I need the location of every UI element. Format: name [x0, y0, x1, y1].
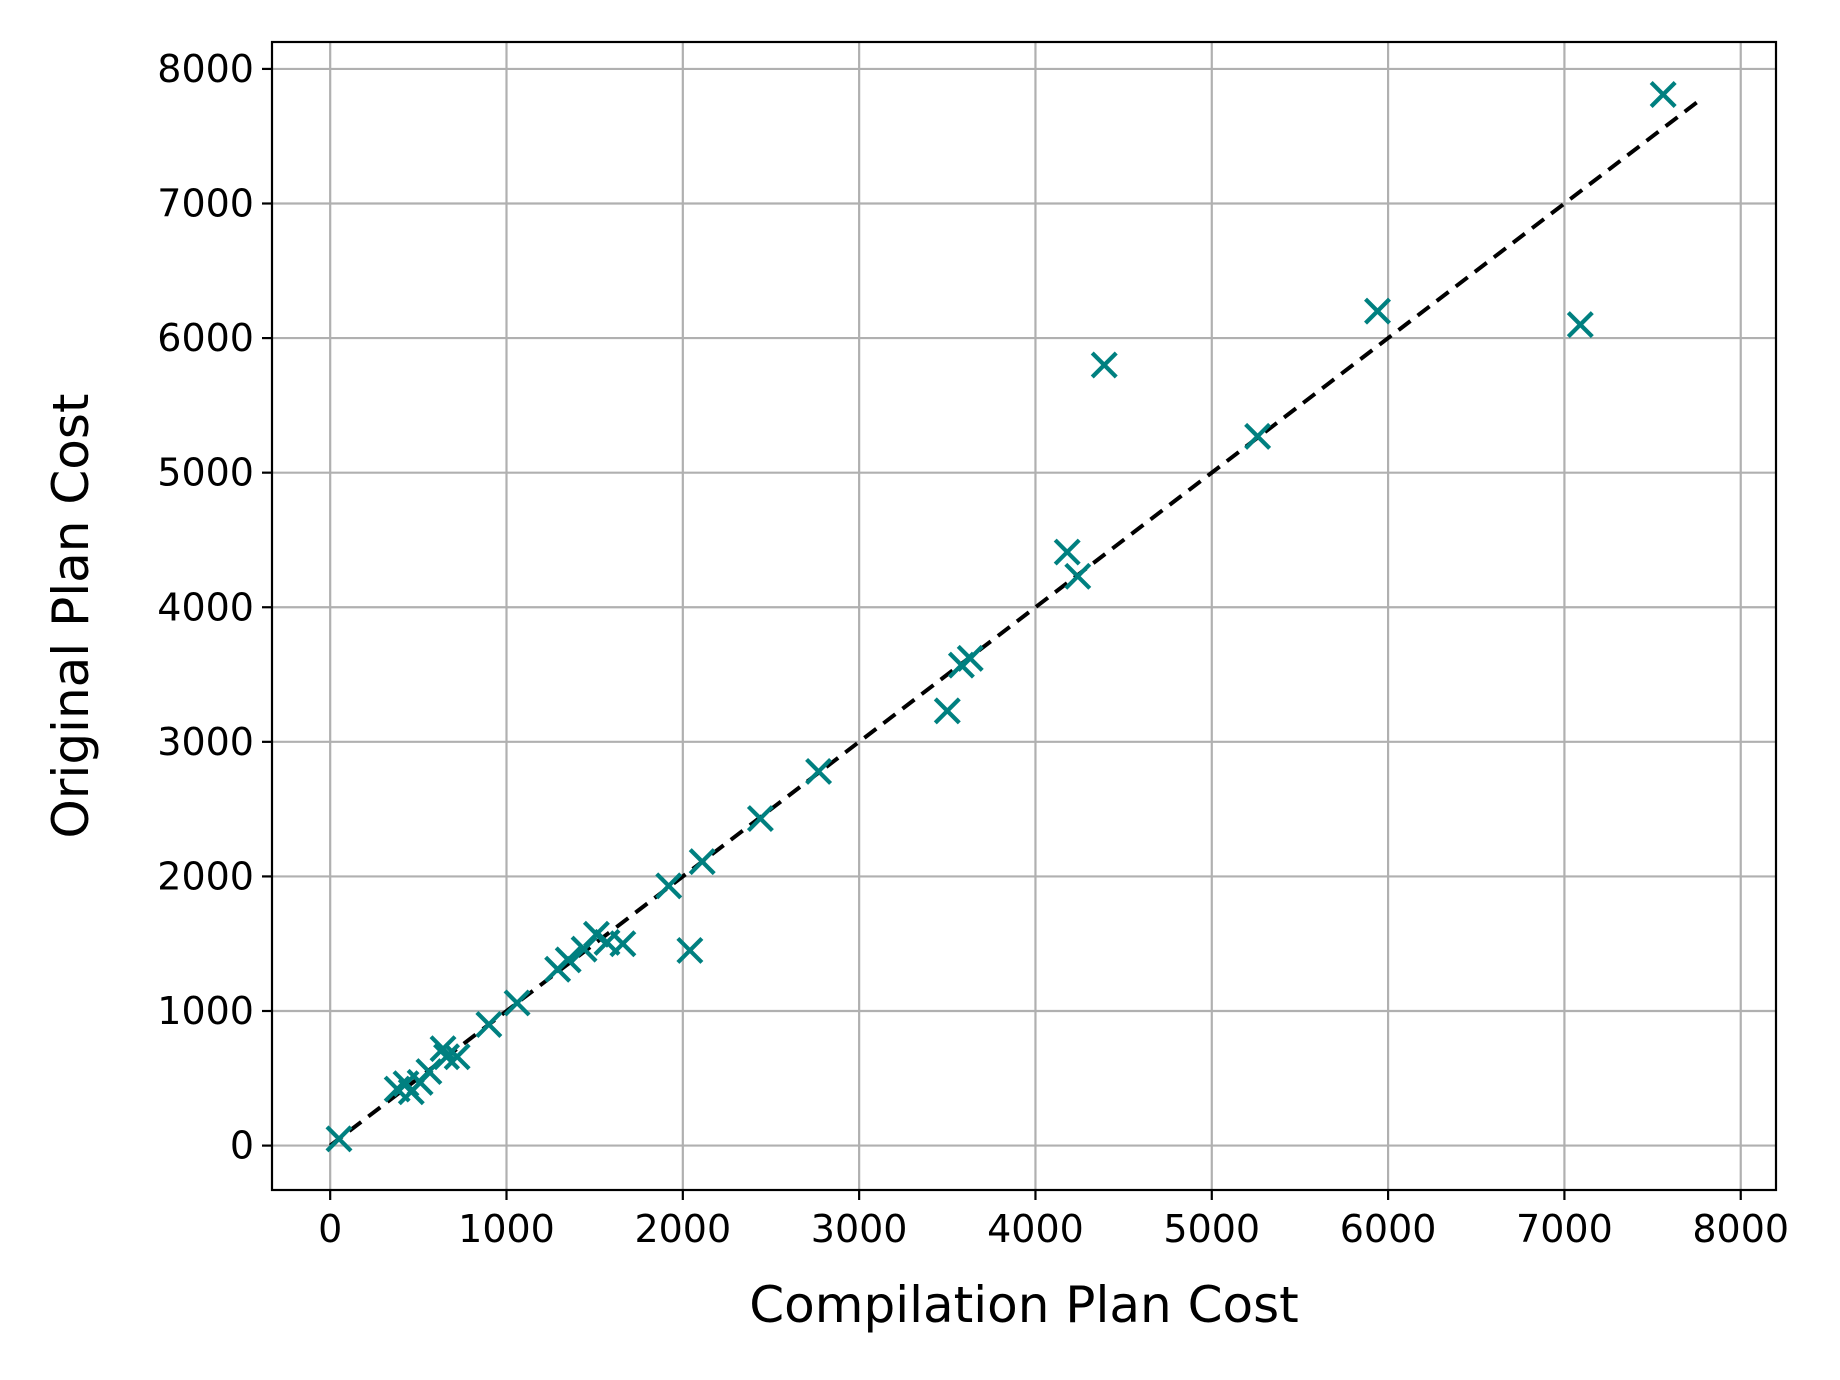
- data-point: [746, 805, 774, 833]
- data-point-stroke: [1244, 422, 1272, 450]
- data-point-stroke: [676, 936, 704, 964]
- y-tick-label: 2000: [157, 854, 254, 898]
- x-tick-label: 2000: [634, 1207, 731, 1251]
- data-point-stroke: [1090, 351, 1118, 379]
- y-tick-label: 1000: [157, 989, 254, 1033]
- reference-line: [328, 99, 1700, 1148]
- plot-frame: [270, 40, 1778, 1192]
- data-point: [429, 1035, 457, 1063]
- data-point-stroke: [805, 757, 833, 785]
- y-tick-label: 0: [230, 1124, 254, 1168]
- x-axis-title: Compilation Plan Cost: [749, 1276, 1298, 1334]
- y-axis-title: Original Plan Cost: [42, 394, 100, 839]
- data-point: [956, 644, 984, 672]
- data-point: [1090, 351, 1118, 379]
- y-tick-label: 4000: [157, 585, 254, 629]
- data-point: [1064, 562, 1092, 590]
- data-point-stroke: [1064, 562, 1092, 590]
- x-tick-label: 1000: [458, 1207, 555, 1251]
- reference-line-layer: [328, 99, 1700, 1148]
- y-tick-label: 7000: [157, 182, 254, 226]
- y-tick-label: 3000: [157, 720, 254, 764]
- data-point: [933, 697, 961, 725]
- data-point: [1364, 297, 1392, 325]
- data-point-stroke: [433, 1043, 461, 1071]
- data-point-stroke: [655, 872, 683, 900]
- y-tick-label: 5000: [157, 451, 254, 495]
- data-point: [503, 989, 531, 1017]
- data-point: [475, 1010, 503, 1038]
- data-point-stroke: [503, 989, 531, 1017]
- data-point: [1244, 422, 1272, 450]
- data-point-stroke: [325, 1125, 353, 1153]
- x-tick-label: 8000: [1692, 1207, 1789, 1251]
- data-point-stroke: [746, 805, 774, 833]
- data-points: [325, 81, 1677, 1153]
- data-point: [655, 872, 683, 900]
- data-point-stroke: [1364, 297, 1392, 325]
- data-point: [1566, 311, 1594, 339]
- x-tick-label: 5000: [1163, 1207, 1260, 1251]
- y-tick-label: 8000: [157, 47, 254, 91]
- data-point-stroke: [688, 848, 716, 876]
- data-point-stroke: [933, 697, 961, 725]
- data-point: [676, 936, 704, 964]
- data-point-stroke: [956, 644, 984, 672]
- data-point: [433, 1043, 461, 1071]
- data-point-stroke: [609, 930, 637, 958]
- x-tick-label: 4000: [987, 1207, 1084, 1251]
- x-tick-label: 7000: [1516, 1207, 1613, 1251]
- data-point-stroke: [475, 1010, 503, 1038]
- data-point: [1053, 538, 1081, 566]
- x-tick-label: 6000: [1340, 1207, 1437, 1251]
- x-tick-label: 0: [318, 1207, 342, 1251]
- data-point-stroke: [429, 1035, 457, 1063]
- data-point: [688, 848, 716, 876]
- data-point: [554, 946, 582, 974]
- data-point: [1649, 81, 1677, 108]
- x-tick-label: 3000: [811, 1207, 908, 1251]
- data-point-stroke: [554, 946, 582, 974]
- data-point: [325, 1125, 353, 1153]
- data-point-stroke: [1053, 538, 1081, 566]
- data-point-stroke: [443, 1043, 471, 1071]
- data-point: [805, 757, 833, 785]
- data-point: [609, 930, 637, 958]
- axis-ticks: 0 1000 2000 3000 4000 5000 6000 7000 8000 0 1000 20…: [157, 47, 1789, 1251]
- y-tick-label: 6000: [157, 316, 254, 360]
- data-point: [443, 1043, 471, 1071]
- data-point-stroke: [1566, 311, 1594, 339]
- data-point-stroke: [1649, 81, 1677, 108]
